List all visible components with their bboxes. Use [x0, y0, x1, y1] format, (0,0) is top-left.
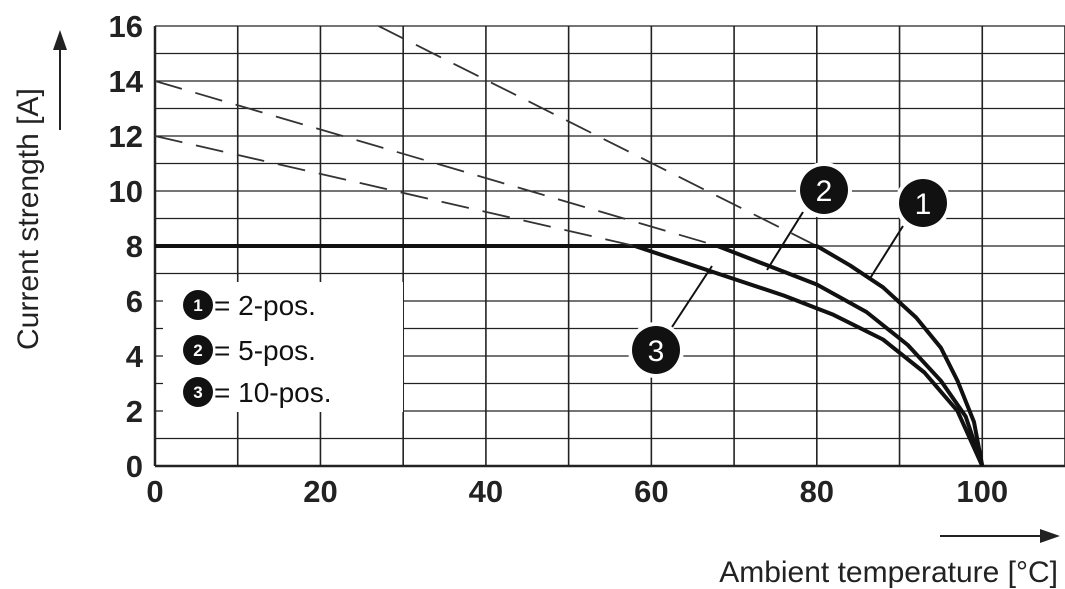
- legend: 1 = 2-pos. 2 = 5-pos. 3 = 10-pos.: [163, 282, 403, 412]
- x-tick-label: 80: [800, 474, 834, 509]
- y-axis-arrow-icon: [53, 30, 67, 50]
- marker-2-icon: [800, 166, 848, 214]
- y-tick-label: 8: [126, 229, 143, 264]
- series-3-solid-line: [634, 244, 985, 467]
- y-axis-title: Current strength [A]: [12, 88, 45, 350]
- y-tick-label: 0: [126, 449, 143, 484]
- x-axis-title: Ambient temperature [°C]: [719, 556, 1058, 589]
- y-tick-labels: 0 2 4 6 8 10 12 14 16: [109, 9, 144, 484]
- legend-marker-3-icon: [183, 377, 213, 407]
- y-axis-title-group: Current strength [A]: [12, 30, 67, 350]
- legend-item-1: 1 = 2-pos.: [183, 290, 316, 321]
- x-tick-label: 20: [303, 474, 337, 509]
- y-tick-label: 12: [109, 119, 143, 154]
- x-tick-labels: 0 20 40 60 80 100: [146, 474, 1008, 509]
- y-tick-label: 2: [126, 394, 143, 429]
- y-tick-label: 4: [126, 339, 144, 374]
- marker-3-leader-line: [671, 265, 713, 328]
- x-tick-label: 100: [956, 474, 1008, 509]
- marker-2-label: 2: [816, 175, 833, 208]
- legend-text-2: = 5-pos.: [214, 335, 316, 366]
- x-axis-title-group: Ambient temperature [°C]: [719, 529, 1060, 589]
- y-tick-label: 10: [109, 174, 143, 209]
- x-tick-label: 60: [634, 474, 668, 509]
- y-tick-label: 14: [109, 64, 144, 99]
- marker-3-icon: [632, 326, 680, 374]
- series-2-dashed-line: [154, 80, 718, 247]
- curve-markers: 1 2 3: [628, 162, 951, 378]
- legend-text-1: = 2-pos.: [214, 290, 316, 321]
- series-2-solid-line: [716, 244, 985, 467]
- marker-1-leader-line: [868, 225, 904, 281]
- x-tick-label: 40: [469, 474, 503, 509]
- legend-marker-2-label: 2: [193, 341, 202, 360]
- y-tick-label: 16: [109, 9, 143, 44]
- y-tick-label: 6: [126, 284, 143, 319]
- legend-marker-2-icon: [183, 335, 213, 365]
- x-tick-label: 0: [146, 474, 163, 509]
- x-axis-arrow-icon: [1040, 529, 1060, 543]
- legend-text-3: = 10-pos.: [214, 377, 332, 408]
- marker-2-leader-line: [766, 211, 804, 271]
- series-lines: [154, 25, 985, 467]
- marker-1-label: 1: [915, 188, 932, 221]
- legend-item-2: 2 = 5-pos.: [183, 335, 316, 366]
- legend-marker-1-icon: [183, 290, 213, 320]
- marker-1-icon: [899, 179, 947, 227]
- legend-marker-3-label: 3: [193, 383, 202, 402]
- marker-3-label: 3: [648, 335, 665, 368]
- series-1-solid-line: [155, 244, 985, 467]
- legend-item-3: 3 = 10-pos.: [183, 377, 332, 408]
- legend-marker-1-label: 1: [193, 296, 202, 315]
